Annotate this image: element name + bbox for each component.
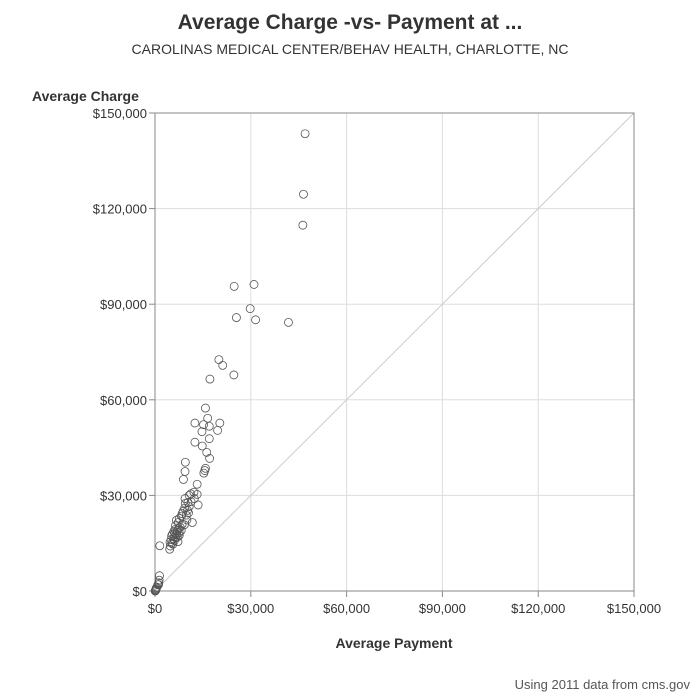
data-point xyxy=(205,454,215,463)
data-point xyxy=(204,434,214,444)
y-tick-label: $60,000 xyxy=(100,393,147,408)
data-point xyxy=(168,539,178,549)
data-point xyxy=(249,280,259,289)
data-point xyxy=(154,575,164,585)
data-point xyxy=(284,317,293,327)
y-tick-label: $30,000 xyxy=(100,488,147,503)
grid-layer xyxy=(155,113,634,591)
data-point xyxy=(167,538,177,548)
y-tick-label: $120,000 xyxy=(93,202,147,217)
data-point xyxy=(298,220,308,230)
data-point xyxy=(189,494,199,503)
y-axis-label: Average Charge xyxy=(32,88,139,104)
chart-title: Average Charge -vs- Payment at ... xyxy=(178,11,523,34)
data-point xyxy=(205,374,215,384)
data-point xyxy=(180,457,190,467)
data-point xyxy=(300,129,310,139)
data-point xyxy=(201,403,210,413)
data-point xyxy=(190,418,200,428)
data-point xyxy=(197,427,207,437)
x-tick-label: $120,000 xyxy=(511,601,565,616)
data-point xyxy=(199,420,208,430)
x-tick-label: $90,000 xyxy=(419,601,466,616)
data-point xyxy=(229,281,239,291)
data-point xyxy=(165,537,175,547)
data-point xyxy=(190,437,200,447)
x-tick-label: $60,000 xyxy=(323,601,370,616)
data-point xyxy=(232,313,241,322)
data-point xyxy=(192,479,202,489)
chart-subtitle: CAROLINAS MEDICAL CENTER/BEHAV HEALTH, C… xyxy=(132,41,569,57)
data-point xyxy=(213,425,222,435)
footnote: Using 2011 data from cms.gov xyxy=(515,677,691,692)
x-tick-label: $150,000 xyxy=(607,601,661,616)
tick-label-layer: $0 $30,000 $60,000 $90,000 $120,000 $150,000 $… xyxy=(93,106,661,616)
x-tick-label: $30,000 xyxy=(227,601,274,616)
data-point xyxy=(155,541,165,551)
data-point xyxy=(172,532,182,542)
y-tick-label: $90,000 xyxy=(100,297,147,312)
plot-frame xyxy=(154,112,635,592)
data-point xyxy=(245,304,255,314)
reference-line-layer xyxy=(154,112,635,592)
data-point xyxy=(187,518,197,527)
data-point xyxy=(299,189,308,199)
data-point xyxy=(229,370,239,380)
data-point xyxy=(215,418,225,428)
data-point xyxy=(214,355,224,365)
data-point xyxy=(179,475,188,484)
x-tick-label: $0 xyxy=(148,601,162,616)
data-point xyxy=(170,535,179,545)
data-point xyxy=(180,467,190,476)
data-point xyxy=(193,500,203,510)
reference-line xyxy=(154,112,635,592)
data-point xyxy=(165,544,175,554)
data-point xyxy=(218,360,228,370)
x-axis-label: Average Payment xyxy=(336,635,453,651)
data-point xyxy=(199,468,209,478)
data-point xyxy=(204,421,214,431)
data-point xyxy=(197,441,207,451)
y-tick-label: $0 xyxy=(133,584,147,599)
plot-frame-layer xyxy=(154,112,635,592)
data-point-layer xyxy=(150,129,310,596)
data-point xyxy=(165,541,175,551)
data-point xyxy=(155,571,164,581)
y-tick-label: $150,000 xyxy=(93,106,147,121)
data-point xyxy=(150,586,160,596)
data-point xyxy=(184,502,194,511)
data-point xyxy=(251,315,260,325)
data-point xyxy=(202,447,212,457)
